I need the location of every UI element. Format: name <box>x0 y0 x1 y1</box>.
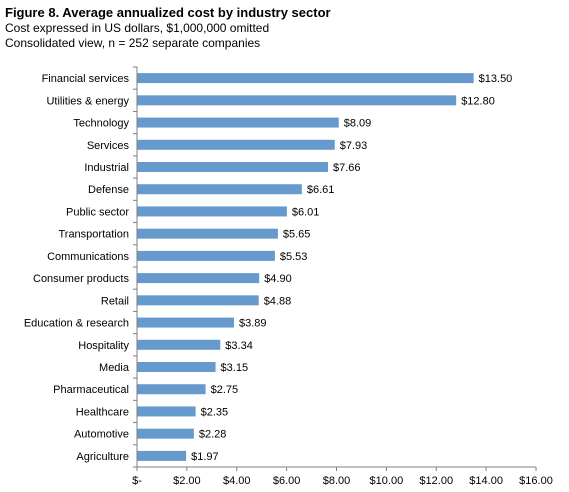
bar <box>137 317 235 328</box>
data-label: $2.35 <box>201 406 229 418</box>
x-tick-label: $4.00 <box>223 475 251 487</box>
data-label: $1.97 <box>191 451 219 463</box>
x-tick-label: $- <box>132 475 142 487</box>
category-label: Utilities & energy <box>46 95 129 107</box>
category-label: Services <box>87 140 130 152</box>
category-label: Transportation <box>58 229 129 241</box>
x-tick-label: $2.00 <box>173 475 201 487</box>
data-label: $8.09 <box>344 118 372 130</box>
category-label: Hospitality <box>78 340 129 352</box>
bar <box>137 73 474 84</box>
bar <box>137 162 329 172</box>
category-label: Pharmaceutical <box>53 384 129 396</box>
chart-subtitle-sample: Consolidated view, n = 252 separate comp… <box>5 36 261 50</box>
data-label: $6.61 <box>307 184 335 196</box>
category-label: Industrial <box>84 162 129 174</box>
bar <box>137 406 196 417</box>
data-label: $7.66 <box>333 162 361 174</box>
data-label: $6.01 <box>292 206 320 218</box>
data-label: $3.15 <box>221 362 249 374</box>
data-label: $4.90 <box>264 273 292 285</box>
chart-title: Figure 8. Average annualized cost by ind… <box>5 5 331 20</box>
data-label: $2.28 <box>199 429 227 441</box>
bar <box>137 362 216 372</box>
bar <box>137 428 194 439</box>
category-label: Financial services <box>42 73 130 85</box>
category-label: Defense <box>88 184 129 196</box>
category-label: Healthcare <box>76 406 129 418</box>
data-label: $3.34 <box>225 340 253 352</box>
x-tick-label: $12.00 <box>419 475 453 487</box>
category-label: Communications <box>47 251 129 263</box>
category-label: Retail <box>101 295 129 307</box>
bar <box>137 184 302 195</box>
bar <box>137 139 335 150</box>
chart-subtitle-units: Cost expressed in US dollars, $1,000,000… <box>5 21 270 35</box>
category-label: Automotive <box>74 429 129 441</box>
bar <box>137 384 206 395</box>
bar <box>137 250 275 261</box>
category-label: Technology <box>73 118 129 130</box>
data-label: $4.88 <box>264 295 292 307</box>
category-label: Education & research <box>24 318 129 330</box>
x-tick-label: $10.00 <box>370 475 404 487</box>
chart-header: Figure 8. Average annualized cost by ind… <box>5 5 560 51</box>
data-label: $12.80 <box>461 95 495 107</box>
bar <box>137 450 187 461</box>
bar <box>137 206 287 217</box>
x-tick-label: $8.00 <box>323 475 351 487</box>
bar <box>137 273 260 284</box>
data-label: $5.65 <box>283 229 311 241</box>
data-label: $7.93 <box>340 140 368 152</box>
bar <box>137 117 339 128</box>
category-label: Consumer products <box>33 273 129 285</box>
data-label: $5.53 <box>280 251 308 263</box>
x-tick-label: $6.00 <box>273 475 301 487</box>
bar <box>137 95 457 106</box>
category-label: Media <box>99 362 130 374</box>
category-label: Public sector <box>66 206 129 218</box>
bar <box>137 339 221 350</box>
x-tick-label: $16.00 <box>519 475 553 487</box>
bar <box>137 228 278 239</box>
x-tick-label: $14.00 <box>469 475 503 487</box>
bar <box>137 295 259 306</box>
data-label: $2.75 <box>211 384 239 396</box>
category-label: Agriculture <box>76 451 129 463</box>
data-label: $13.50 <box>479 73 513 85</box>
data-label: $3.89 <box>239 318 267 330</box>
